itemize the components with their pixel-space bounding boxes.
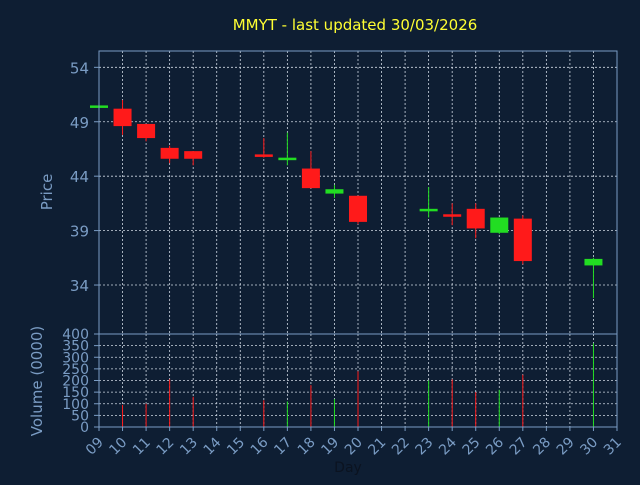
volume-tick-label: 400	[62, 327, 89, 343]
volume-tick-label: 100	[62, 397, 89, 413]
price-axis-label: Price	[38, 174, 56, 211]
volume-axis-label: Volume (0000)	[28, 326, 46, 436]
price-axis-ticks: 34 39 44 49 54	[70, 59, 99, 295]
price-tick-label: 34	[70, 277, 89, 295]
price-candles	[90, 99, 603, 299]
candle-body	[584, 258, 603, 266]
candle-body	[466, 208, 485, 229]
candle-body	[513, 218, 532, 262]
x-axis-label: Day	[334, 460, 362, 476]
candle-body	[349, 195, 367, 222]
candle-body	[490, 217, 509, 233]
volume-tick-label: 300	[62, 350, 89, 366]
volume-tick-label: 0	[80, 420, 89, 436]
candle-body	[184, 151, 203, 159]
price-tick-label: 44	[70, 168, 89, 186]
chart-title: MMYT - last updated 30/03/2026	[233, 16, 478, 34]
volume-bars	[122, 343, 594, 427]
candle-body	[160, 147, 179, 159]
price-tick-label: 39	[70, 223, 89, 241]
candle-body	[419, 208, 438, 212]
candle-body	[443, 214, 462, 217]
candle-body	[278, 157, 297, 161]
volume-tick-label: 150	[62, 385, 89, 401]
candle-body	[113, 108, 132, 127]
volume-tick-label: 350	[62, 339, 89, 355]
candle-body	[254, 154, 273, 157]
candle-body	[325, 189, 344, 194]
volume-tick-label: 50	[71, 408, 89, 424]
volume-tick-label: 250	[62, 362, 89, 378]
price-tick-label: 54	[70, 59, 89, 77]
volume-tick-label: 200	[62, 374, 89, 390]
price-tick-label: 49	[70, 114, 89, 132]
candle-body	[137, 123, 156, 139]
candle-body	[301, 168, 320, 189]
